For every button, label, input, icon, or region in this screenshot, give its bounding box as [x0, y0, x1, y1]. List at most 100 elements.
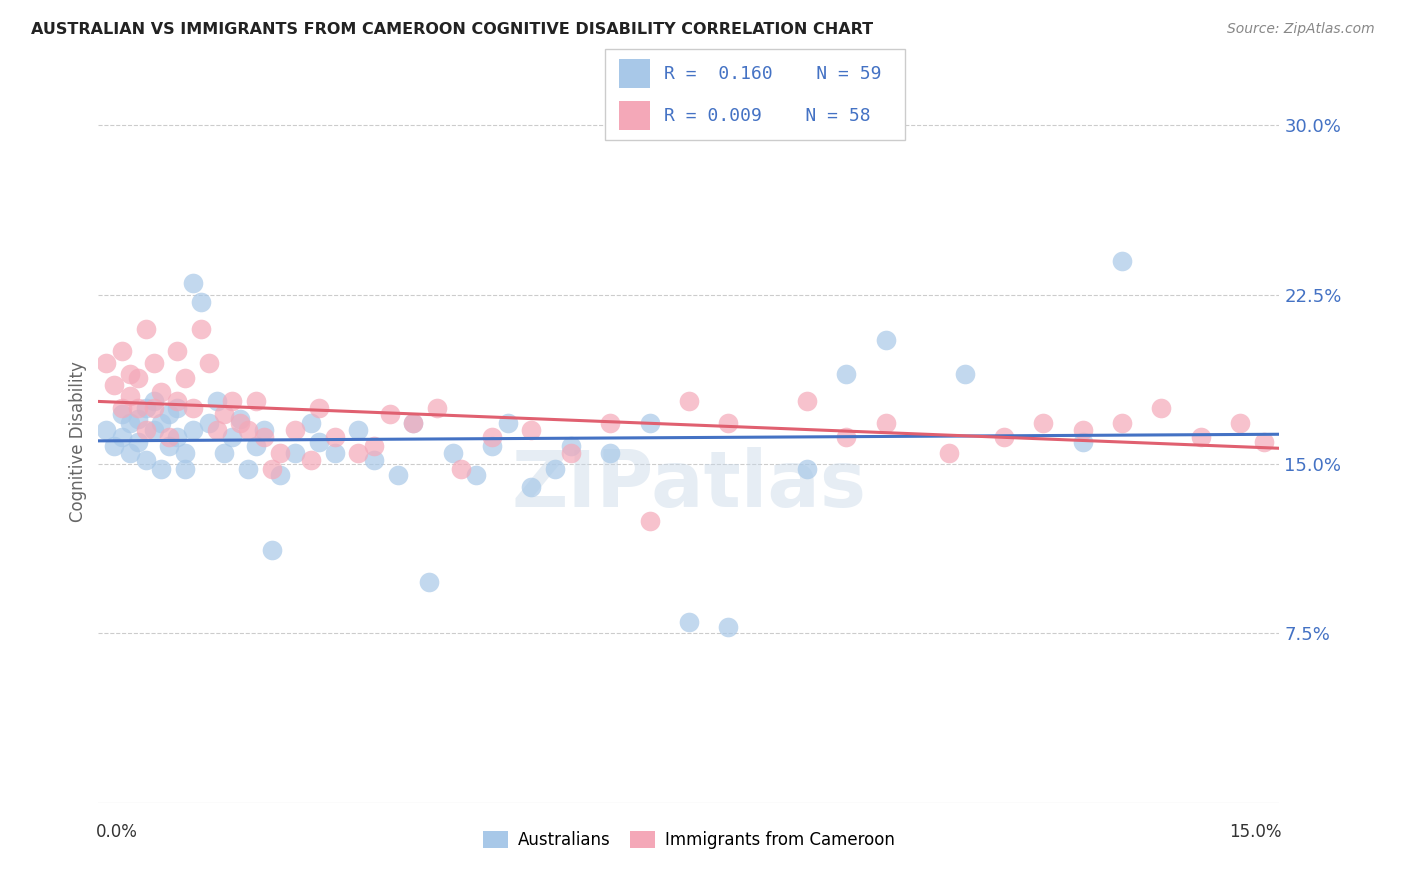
Point [221, 393, 243, 408]
Point [142, 423, 165, 437]
Point [127, 412, 149, 426]
Point [174, 446, 197, 460]
Point [197, 355, 219, 369]
Point [1229, 417, 1251, 431]
Point [938, 446, 960, 460]
Point [875, 333, 897, 347]
Point [111, 408, 134, 422]
Legend: Australians, Immigrants from Cameroon: Australians, Immigrants from Cameroon [477, 824, 901, 856]
Point [236, 423, 259, 437]
Point [418, 574, 440, 589]
Point [127, 401, 149, 415]
Point [181, 277, 204, 291]
Point [245, 439, 267, 453]
Point [111, 401, 134, 415]
Point [835, 367, 858, 381]
Point [118, 367, 141, 381]
Point [402, 417, 425, 431]
Point [166, 344, 188, 359]
Point [1071, 423, 1094, 437]
Point [253, 423, 276, 437]
Point [796, 461, 818, 475]
Point [205, 393, 228, 408]
Point [299, 417, 322, 431]
Point [387, 468, 409, 483]
Point [560, 439, 582, 453]
Point [260, 461, 283, 475]
Point [253, 430, 276, 444]
Point [96, 355, 118, 369]
Point [284, 446, 307, 460]
Point [269, 446, 291, 460]
Point [166, 401, 188, 415]
Point [717, 620, 740, 634]
Point [875, 417, 897, 431]
Point [103, 378, 125, 392]
Text: R = 0.009    N = 58: R = 0.009 N = 58 [664, 106, 870, 125]
Text: R =  0.160    N = 59: R = 0.160 N = 59 [664, 64, 882, 83]
Point [993, 430, 1015, 444]
Point [269, 468, 291, 483]
Text: 15.0%: 15.0% [1229, 823, 1282, 841]
Point [308, 434, 330, 449]
Point [181, 423, 204, 437]
Point [174, 371, 197, 385]
Point [205, 423, 228, 437]
Point [599, 417, 621, 431]
Point [678, 393, 700, 408]
Point [142, 393, 165, 408]
Point [520, 480, 543, 494]
Point [347, 446, 370, 460]
Point [1032, 417, 1054, 431]
Point [157, 430, 180, 444]
Point [118, 446, 141, 460]
Point [111, 430, 134, 444]
Text: ZIPatlas: ZIPatlas [512, 447, 866, 523]
Point [135, 321, 157, 335]
Point [229, 412, 252, 426]
Point [323, 430, 346, 444]
Text: 0.0%: 0.0% [96, 823, 138, 841]
Point [347, 423, 370, 437]
Point [599, 446, 621, 460]
Point [323, 446, 346, 460]
Point [221, 430, 243, 444]
Point [560, 446, 582, 460]
Point [638, 514, 661, 528]
Point [214, 408, 236, 422]
Point [229, 417, 252, 431]
Point [481, 430, 503, 444]
Point [197, 417, 219, 431]
Point [363, 439, 385, 453]
Point [260, 542, 283, 557]
Point [450, 461, 472, 475]
Point [181, 401, 204, 415]
Point [157, 439, 180, 453]
Point [190, 294, 212, 309]
Point [308, 401, 330, 415]
Point [174, 461, 197, 475]
Point [835, 430, 858, 444]
Point [236, 461, 259, 475]
Point [150, 417, 173, 431]
Point [1253, 434, 1275, 449]
Point [103, 439, 125, 453]
Point [214, 446, 236, 460]
Point [678, 615, 700, 630]
Y-axis label: Cognitive Disability: Cognitive Disability [69, 361, 87, 522]
Text: Source: ZipAtlas.com: Source: ZipAtlas.com [1227, 22, 1375, 37]
Point [118, 417, 141, 431]
Point [441, 446, 464, 460]
Point [1150, 401, 1173, 415]
Point [465, 468, 488, 483]
Point [118, 389, 141, 403]
Point [426, 401, 449, 415]
Point [142, 401, 165, 415]
Point [142, 355, 165, 369]
Point [166, 393, 188, 408]
Point [190, 321, 212, 335]
Point [1071, 434, 1094, 449]
Point [638, 417, 661, 431]
Point [1111, 417, 1133, 431]
Point [127, 371, 149, 385]
